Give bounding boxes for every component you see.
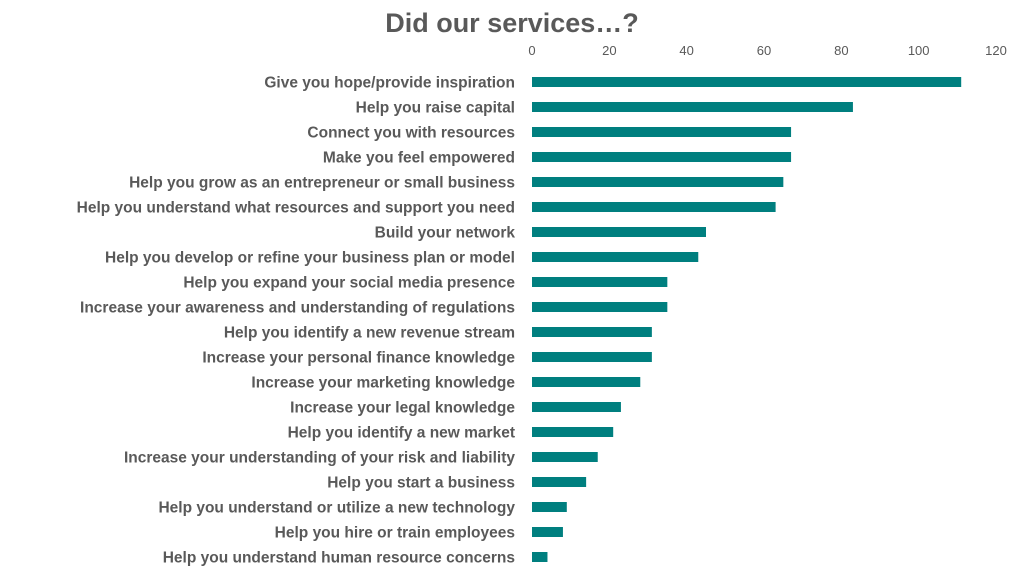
bar — [532, 352, 652, 362]
x-tick-label: 120 — [985, 43, 1007, 58]
chart-title: Did our services…? — [385, 8, 639, 38]
bar — [532, 227, 706, 237]
bar — [532, 177, 784, 187]
bar — [532, 377, 641, 387]
bar — [532, 102, 853, 112]
category-label: Increase your understanding of your risk… — [124, 450, 515, 467]
x-tick-label: 80 — [834, 43, 848, 58]
bar — [532, 277, 668, 287]
category-label: Help you understand or utilize a new tec… — [158, 500, 515, 517]
category-label: Build your network — [375, 225, 516, 242]
bar — [532, 152, 792, 162]
x-tick-label: 40 — [679, 43, 693, 58]
x-tick-label: 60 — [757, 43, 771, 58]
category-label: Help you grow as an entrepreneur or smal… — [129, 175, 515, 192]
category-label: Give you hope/provide inspiration — [264, 75, 515, 92]
category-label: Connect you with resources — [307, 125, 515, 142]
category-label: Help you understand what resources and s… — [77, 200, 515, 217]
bar — [532, 477, 587, 487]
category-label: Increase your personal finance knowledge — [202, 350, 515, 367]
bar — [532, 452, 598, 462]
bar — [532, 302, 668, 312]
x-tick-label: 20 — [602, 43, 616, 58]
category-label: Help you develop or refine your business… — [105, 250, 515, 267]
category-label: Help you identify a new market — [288, 425, 515, 442]
bar — [532, 402, 621, 412]
category-label: Make you feel empowered — [323, 150, 515, 167]
bar — [532, 502, 567, 512]
bar — [532, 252, 699, 262]
category-label: Help you expand your social media presen… — [183, 275, 515, 292]
bar — [532, 327, 652, 337]
bar — [532, 127, 792, 137]
bar — [532, 527, 563, 537]
category-label: Increase your legal knowledge — [290, 400, 515, 417]
bar — [532, 202, 776, 212]
x-tick-label: 0 — [528, 43, 535, 58]
category-label: Increase your marketing knowledge — [251, 375, 515, 392]
category-label: Help you hire or train employees — [275, 525, 515, 542]
bar — [532, 427, 614, 437]
category-label: Help you understand human resource conce… — [163, 550, 515, 567]
category-label: Help you identify a new revenue stream — [224, 325, 515, 342]
category-label: Help you start a business — [327, 475, 515, 492]
bar — [532, 552, 548, 562]
category-label: Increase your awareness and understandin… — [80, 300, 515, 317]
category-label: Help you raise capital — [356, 100, 515, 117]
x-tick-label: 100 — [908, 43, 930, 58]
bar — [532, 77, 962, 87]
